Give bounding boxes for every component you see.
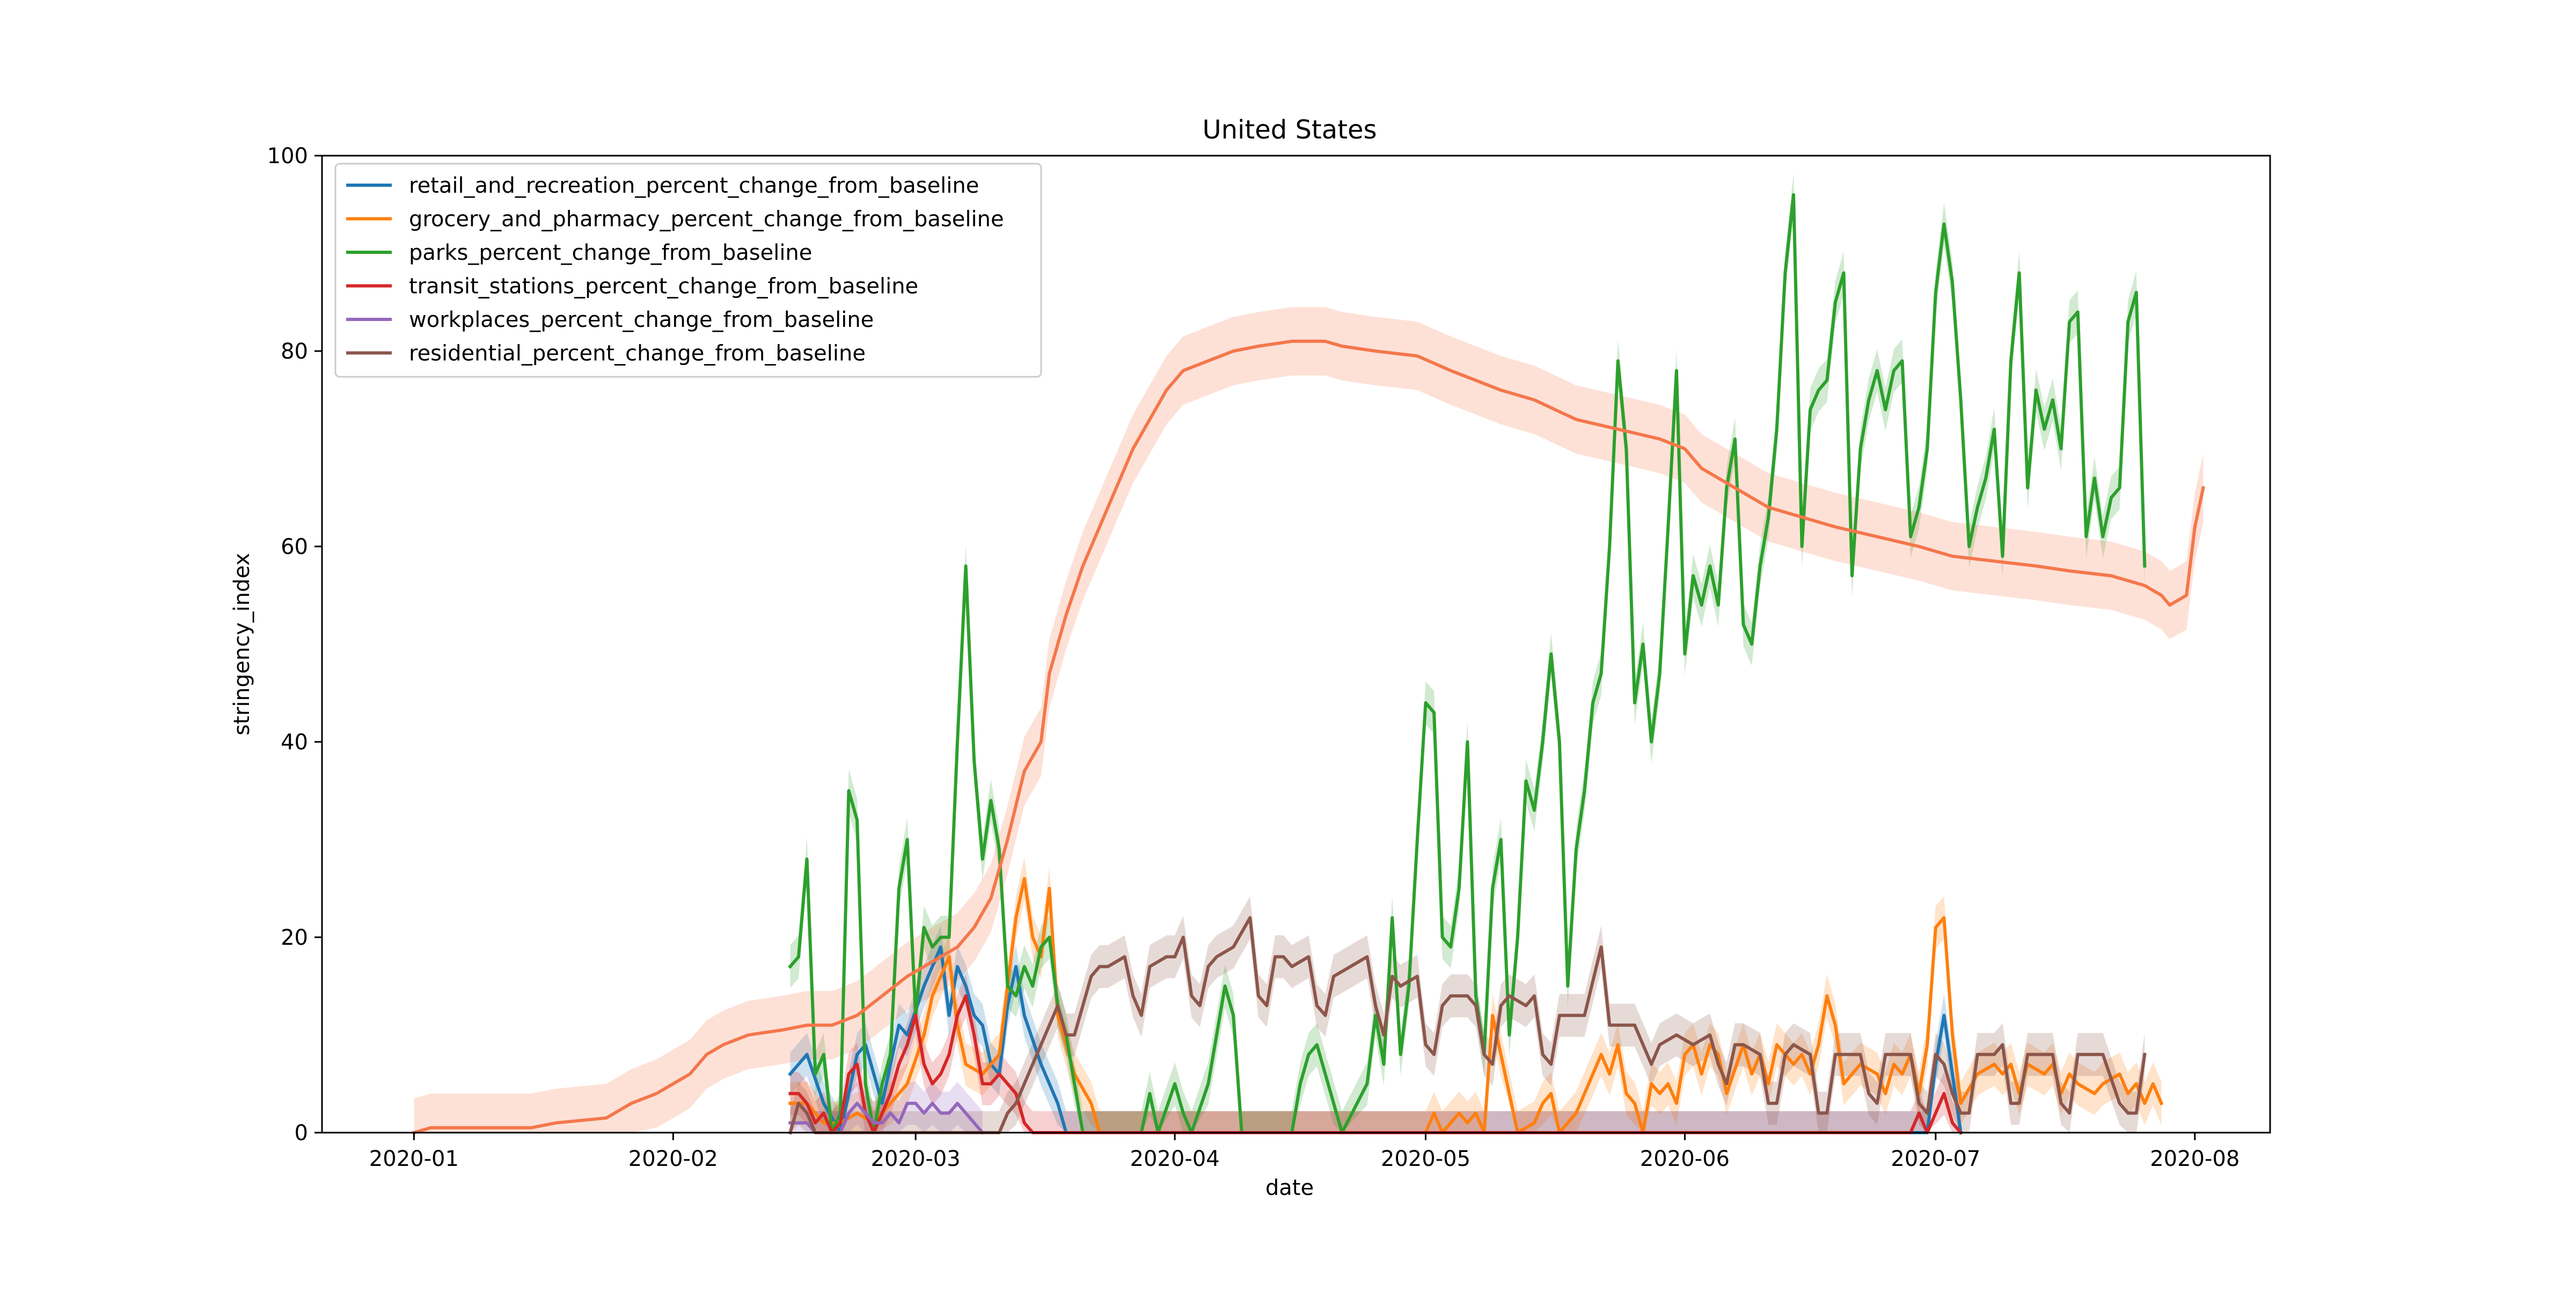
y-tick-label: 100 — [267, 144, 308, 169]
x-tick-label: 2020-05 — [1381, 1147, 1470, 1171]
legend-label-residential-percent-change-from-baseline: residential_percent_change_from_baseline — [409, 341, 866, 366]
x-tick-label: 2020-04 — [1130, 1147, 1220, 1171]
y-tick-label: 60 — [281, 535, 308, 559]
legend-label-retail-and-recreation-percent-change-from-baseline: retail_and_recreation_percent_change_fro… — [409, 173, 979, 198]
legend-label-grocery-and-pharmacy-percent-change-from-baseline: grocery_and_pharmacy_percent_change_from… — [409, 207, 1004, 232]
x-tick-label: 2020-08 — [2150, 1147, 2240, 1171]
y-tick-label: 40 — [281, 730, 308, 755]
series-line-stringency-index-mean — [412, 339, 2205, 1135]
x-tick-label: 2020-06 — [1640, 1147, 1730, 1171]
series-lines — [412, 193, 2205, 1135]
x-tick-label: 2020-03 — [871, 1147, 961, 1171]
legend: retail_and_recreation_percent_change_fro… — [334, 163, 1042, 378]
series-line-residential-percent-change-from-baseline — [788, 916, 2147, 1135]
legend-label-transit-stations-percent-change-from-baseline: transit_stations_percent_change_from_bas… — [409, 274, 918, 299]
y-tick-label: 80 — [281, 339, 308, 364]
x-axis-label: date — [1265, 1176, 1314, 1200]
legend-box — [334, 163, 1042, 378]
x-tick-label: 2020-07 — [1891, 1147, 1980, 1171]
legend-label-workplaces-percent-change-from-baseline: workplaces_percent_change_from_baseline — [409, 308, 874, 332]
x-tick-label: 2020-02 — [628, 1147, 718, 1171]
band-transit-stations-percent-change-from-baseline — [790, 974, 1961, 1133]
x-tick-label: 2020-01 — [369, 1147, 459, 1171]
y-tick-label: 0 — [295, 1121, 308, 1146]
x-axis: 2020-01 2020-02 2020-03 2020-04 2020-05 2020-… — [369, 1133, 2240, 1171]
legend-label-parks-percent-change-from-baseline: parks_percent_change_from_baseline — [409, 240, 812, 265]
series-line-parks-percent-change-from-baseline — [788, 193, 2147, 1134]
y-axis: 0 20 40 60 80 100 — [267, 144, 322, 1146]
band-stringency-index-mean — [414, 307, 2204, 1133]
chart-title: United States — [1202, 115, 1377, 145]
series-line-grocery-and-pharmacy-percent-change-from-baseline — [788, 877, 2164, 1134]
band-grocery-and-pharmacy-percent-change-from-baseline — [790, 857, 2162, 1133]
y-axis-label: stringency_index — [230, 553, 254, 735]
y-tick-label: 20 — [281, 925, 308, 950]
band-residential-percent-change-from-baseline — [790, 896, 2145, 1133]
band-retail-and-recreation-percent-change-from-baseline — [790, 925, 1961, 1133]
plot-area-frame — [321, 155, 2271, 1134]
